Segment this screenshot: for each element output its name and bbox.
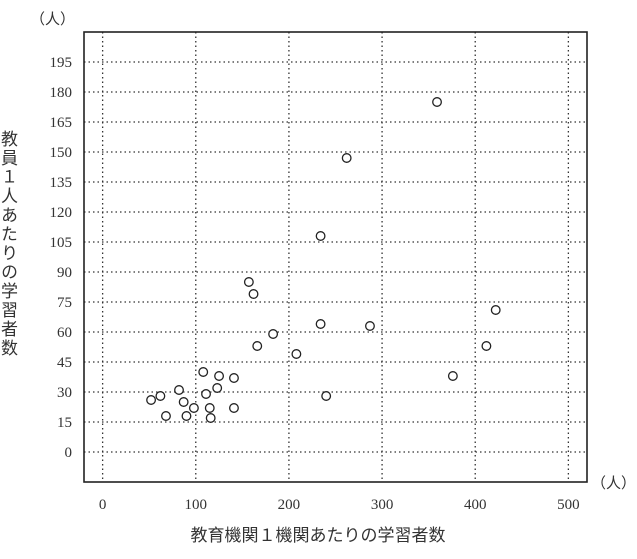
data-point	[188, 403, 199, 413]
data-point	[248, 289, 259, 299]
y-tick-label: 165	[50, 115, 73, 131]
tick-labels: 0 100 200 300 400 500 0 15 30 45 60 75 90 105 120 135 15…	[50, 55, 580, 513]
y-tick-label: 195	[50, 55, 73, 71]
data-point	[205, 413, 216, 423]
y-axis-unit: （人）	[30, 10, 75, 28]
data-point	[146, 395, 157, 405]
y-tick-label: 150	[50, 145, 73, 161]
x-tick-label: 500	[557, 497, 580, 513]
y-tick-label: 45	[57, 355, 72, 371]
data-point	[198, 367, 209, 377]
x-tick-label: 100	[185, 497, 208, 513]
y-axis-label: 教員１人あたりの学習者数	[0, 130, 18, 358]
data-point	[341, 153, 352, 163]
data-point	[229, 403, 239, 413]
y-tick-label: 90	[57, 265, 72, 281]
data-point	[155, 391, 166, 401]
data-point	[178, 397, 189, 407]
y-tick-label: 120	[50, 205, 73, 221]
grid	[84, 32, 587, 482]
data-point	[315, 231, 326, 241]
y-tick-label: 105	[50, 235, 73, 251]
y-tick-label: 180	[50, 85, 73, 101]
x-tick-label: 300	[371, 497, 394, 513]
y-tick-label: 15	[57, 415, 72, 431]
data-point	[181, 411, 192, 421]
data-point	[161, 411, 171, 421]
data-point	[174, 385, 184, 395]
x-axis-label: 教育機関１機関あたりの学習者数	[191, 526, 446, 546]
data-point	[243, 277, 254, 287]
x-tick-label: 200	[278, 497, 301, 513]
data-point	[291, 349, 302, 359]
data-point	[268, 329, 279, 339]
data-point	[201, 389, 211, 399]
y-tick-label: 60	[57, 325, 72, 341]
y-tick-label: 135	[50, 175, 73, 191]
y-tick-label: 0	[65, 445, 73, 461]
data-point	[252, 341, 263, 351]
x-axis-unit: （人）	[591, 474, 636, 492]
data-point	[315, 319, 326, 329]
data-point	[204, 403, 215, 413]
data-point	[214, 371, 225, 381]
x-tick-label: 0	[99, 497, 107, 513]
data-point	[321, 391, 332, 401]
data-point	[481, 341, 492, 351]
y-tick-label: 30	[57, 385, 72, 401]
data-points	[146, 97, 501, 423]
data-point	[490, 305, 501, 315]
x-tick-label: 400	[464, 497, 487, 513]
data-point	[365, 321, 375, 331]
data-point	[212, 383, 223, 393]
plot-frame	[83, 31, 588, 483]
data-point	[229, 373, 239, 383]
data-point	[432, 97, 442, 107]
y-tick-label: 75	[57, 295, 72, 311]
data-point	[447, 371, 458, 381]
